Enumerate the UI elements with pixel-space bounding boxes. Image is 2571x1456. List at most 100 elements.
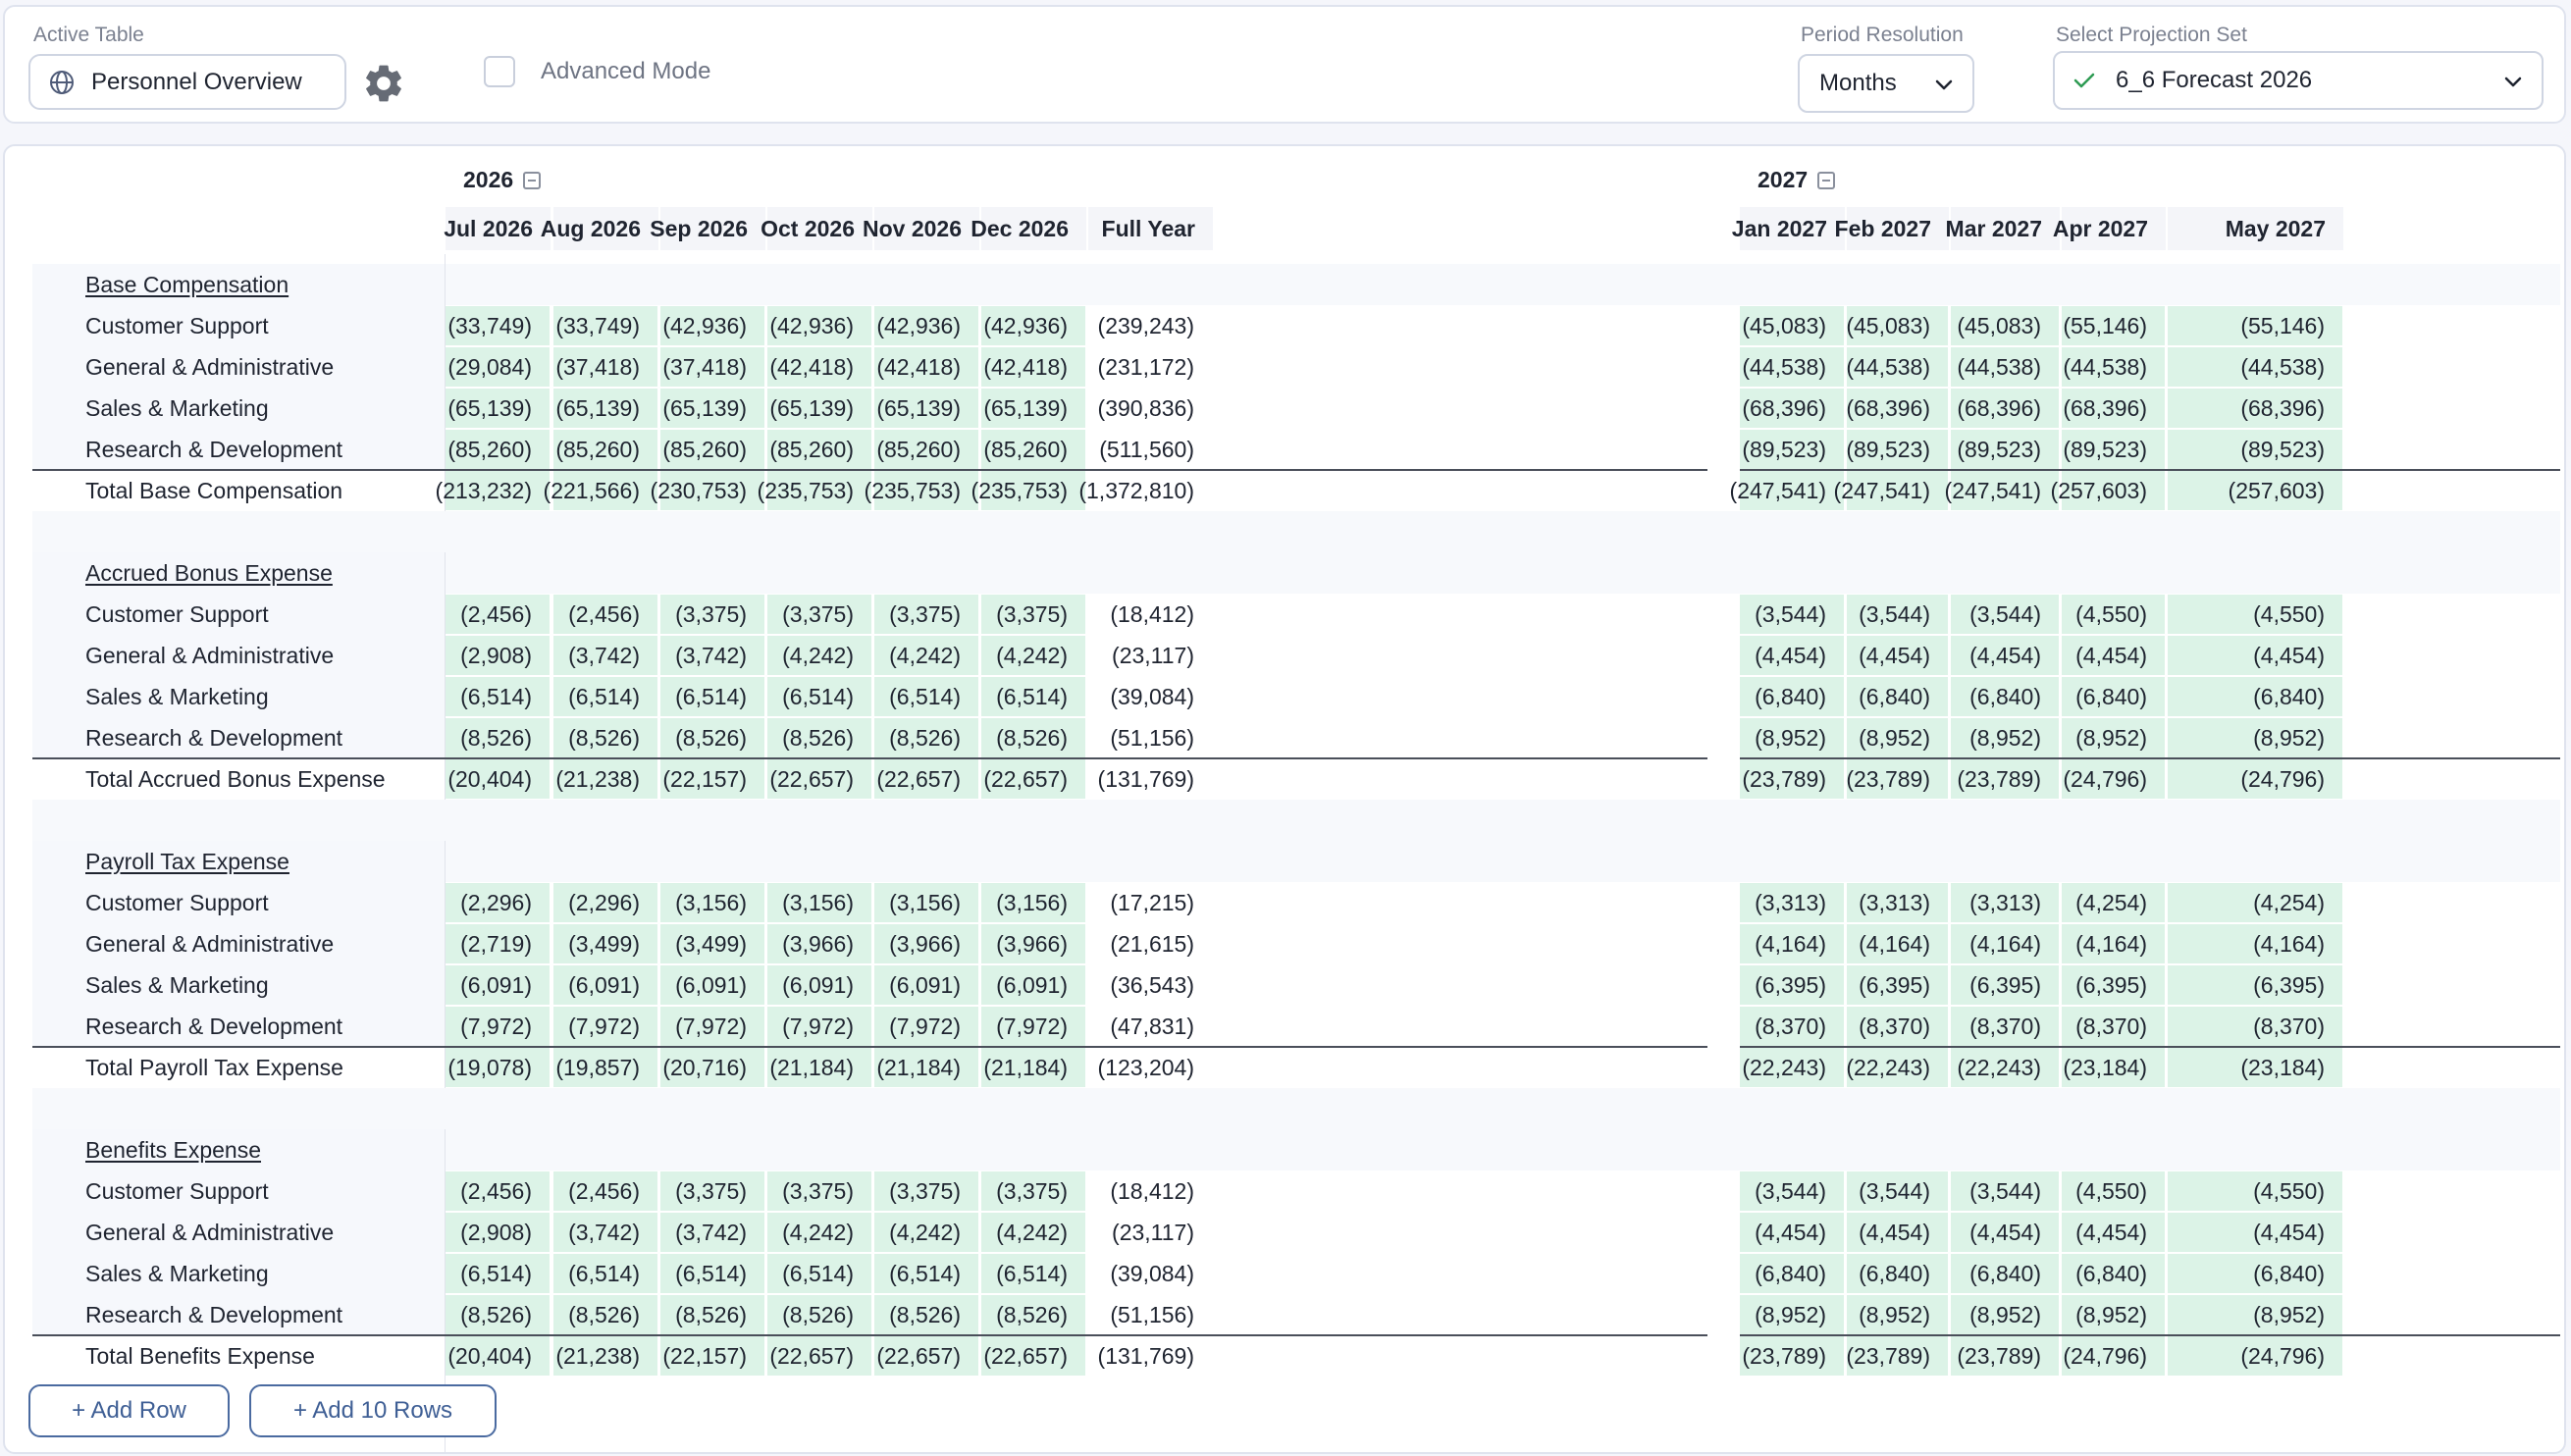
- value-cell[interactable]: (4,242): [767, 636, 871, 675]
- value-cell[interactable]: (6,514): [553, 1254, 657, 1293]
- value-cell[interactable]: (3,966): [981, 924, 1085, 963]
- value-cell[interactable]: (8,952): [2062, 1295, 2165, 1334]
- value-cell[interactable]: (23,117): [1088, 636, 1212, 675]
- value-cell[interactable]: (89,523): [2168, 430, 2342, 469]
- value-cell[interactable]: (8,526): [981, 1295, 1085, 1334]
- total-cell[interactable]: (131,769): [1088, 759, 1212, 799]
- total-cell[interactable]: (23,789): [1951, 759, 2059, 799]
- value-cell[interactable]: (8,952): [2168, 1295, 2342, 1334]
- value-cell[interactable]: (3,313): [1951, 883, 2059, 922]
- value-cell[interactable]: (18,412): [1088, 1171, 1212, 1211]
- total-cell[interactable]: (22,243): [1951, 1048, 2059, 1087]
- value-cell[interactable]: (8,370): [1740, 1007, 1844, 1046]
- total-cell[interactable]: (22,657): [981, 759, 1085, 799]
- value-cell[interactable]: (85,260): [660, 430, 764, 469]
- value-cell[interactable]: (4,254): [2168, 883, 2342, 922]
- value-cell[interactable]: (6,091): [874, 965, 978, 1005]
- collapse-icon[interactable]: [523, 171, 542, 189]
- value-cell[interactable]: (8,370): [2168, 1007, 2342, 1046]
- value-cell[interactable]: (8,370): [1847, 1007, 1948, 1046]
- value-cell[interactable]: (8,526): [981, 718, 1085, 757]
- value-cell[interactable]: (47,831): [1088, 1007, 1212, 1046]
- value-cell[interactable]: (3,156): [767, 883, 871, 922]
- value-cell[interactable]: (42,936): [660, 306, 764, 345]
- value-cell[interactable]: (511,560): [1088, 430, 1212, 469]
- total-cell[interactable]: (123,204): [1088, 1048, 1212, 1087]
- value-cell[interactable]: (65,139): [446, 389, 550, 428]
- total-cell[interactable]: (247,541): [1730, 471, 1844, 510]
- value-cell[interactable]: (4,242): [874, 1213, 978, 1252]
- value-cell[interactable]: (68,396): [1740, 389, 1844, 428]
- value-cell[interactable]: (23,117): [1088, 1213, 1212, 1252]
- value-cell[interactable]: (4,164): [1740, 924, 1844, 963]
- value-cell[interactable]: (2,296): [553, 883, 657, 922]
- value-cell[interactable]: (4,242): [874, 636, 978, 675]
- value-cell[interactable]: (6,840): [1847, 1254, 1948, 1293]
- total-cell[interactable]: (23,789): [1740, 759, 1844, 799]
- total-cell[interactable]: (23,789): [1951, 1336, 2059, 1376]
- total-cell[interactable]: (221,566): [544, 471, 657, 510]
- value-cell[interactable]: (37,418): [553, 347, 657, 387]
- value-cell[interactable]: (7,972): [981, 1007, 1085, 1046]
- value-cell[interactable]: (3,966): [767, 924, 871, 963]
- value-cell[interactable]: (3,544): [1847, 1171, 1948, 1211]
- value-cell[interactable]: (3,313): [1740, 883, 1844, 922]
- value-cell[interactable]: (4,454): [1847, 636, 1948, 675]
- total-cell[interactable]: (22,657): [874, 1336, 978, 1376]
- value-cell[interactable]: (4,454): [1740, 1213, 1844, 1252]
- value-cell[interactable]: (2,456): [446, 1171, 550, 1211]
- total-cell[interactable]: (230,753): [651, 471, 764, 510]
- total-cell[interactable]: (20,404): [446, 1336, 550, 1376]
- value-cell[interactable]: (51,156): [1088, 718, 1212, 757]
- value-cell[interactable]: (2,908): [446, 636, 550, 675]
- active-table-chip[interactable]: Personnel Overview: [28, 54, 346, 110]
- value-cell[interactable]: (2,296): [446, 883, 550, 922]
- value-cell[interactable]: (3,375): [981, 595, 1085, 634]
- value-cell[interactable]: (8,952): [2168, 718, 2342, 757]
- value-cell[interactable]: (8,952): [1740, 718, 1844, 757]
- value-cell[interactable]: (3,156): [660, 883, 764, 922]
- total-cell[interactable]: (21,184): [874, 1048, 978, 1087]
- value-cell[interactable]: (33,749): [553, 306, 657, 345]
- total-cell[interactable]: (247,541): [1945, 471, 2059, 510]
- value-cell[interactable]: (3,375): [660, 1171, 764, 1211]
- total-cell[interactable]: (22,157): [660, 759, 764, 799]
- value-cell[interactable]: (3,313): [1847, 883, 1948, 922]
- value-cell[interactable]: (8,526): [874, 718, 978, 757]
- value-cell[interactable]: (4,454): [2168, 1213, 2342, 1252]
- total-cell[interactable]: (19,078): [446, 1048, 550, 1087]
- value-cell[interactable]: (3,375): [767, 595, 871, 634]
- value-cell[interactable]: (3,499): [660, 924, 764, 963]
- value-cell[interactable]: (2,719): [446, 924, 550, 963]
- add-10-rows-button[interactable]: + Add 10 Rows: [249, 1384, 497, 1437]
- value-cell[interactable]: (42,936): [874, 306, 978, 345]
- value-cell[interactable]: (29,084): [446, 347, 550, 387]
- value-cell[interactable]: (68,396): [2168, 389, 2342, 428]
- value-cell[interactable]: (3,499): [553, 924, 657, 963]
- total-cell[interactable]: (247,541): [1834, 471, 1948, 510]
- value-cell[interactable]: (37,418): [660, 347, 764, 387]
- total-cell[interactable]: (20,404): [446, 759, 550, 799]
- value-cell[interactable]: (8,952): [1740, 1295, 1844, 1334]
- value-cell[interactable]: (45,083): [1740, 306, 1844, 345]
- value-cell[interactable]: (3,375): [767, 1171, 871, 1211]
- value-cell[interactable]: (65,139): [767, 389, 871, 428]
- value-cell[interactable]: (39,084): [1088, 1254, 1212, 1293]
- value-cell[interactable]: (8,526): [874, 1295, 978, 1334]
- total-cell[interactable]: (23,789): [1846, 1336, 1948, 1376]
- value-cell[interactable]: (8,952): [1951, 1295, 2059, 1334]
- total-cell[interactable]: (24,796): [2168, 1336, 2342, 1376]
- value-cell[interactable]: (6,840): [2062, 677, 2165, 716]
- total-cell[interactable]: (235,753): [865, 471, 978, 510]
- total-cell[interactable]: (22,657): [874, 759, 978, 799]
- value-cell[interactable]: (4,454): [1847, 1213, 1948, 1252]
- add-row-button[interactable]: + Add Row: [28, 1384, 230, 1437]
- value-cell[interactable]: (7,972): [553, 1007, 657, 1046]
- value-cell[interactable]: (6,514): [660, 677, 764, 716]
- value-cell[interactable]: (3,544): [1847, 595, 1948, 634]
- value-cell[interactable]: (4,454): [1951, 636, 2059, 675]
- value-cell[interactable]: (6,091): [446, 965, 550, 1005]
- value-cell[interactable]: (42,936): [981, 306, 1085, 345]
- value-cell[interactable]: (8,370): [1951, 1007, 2059, 1046]
- value-cell[interactable]: (6,514): [660, 1254, 764, 1293]
